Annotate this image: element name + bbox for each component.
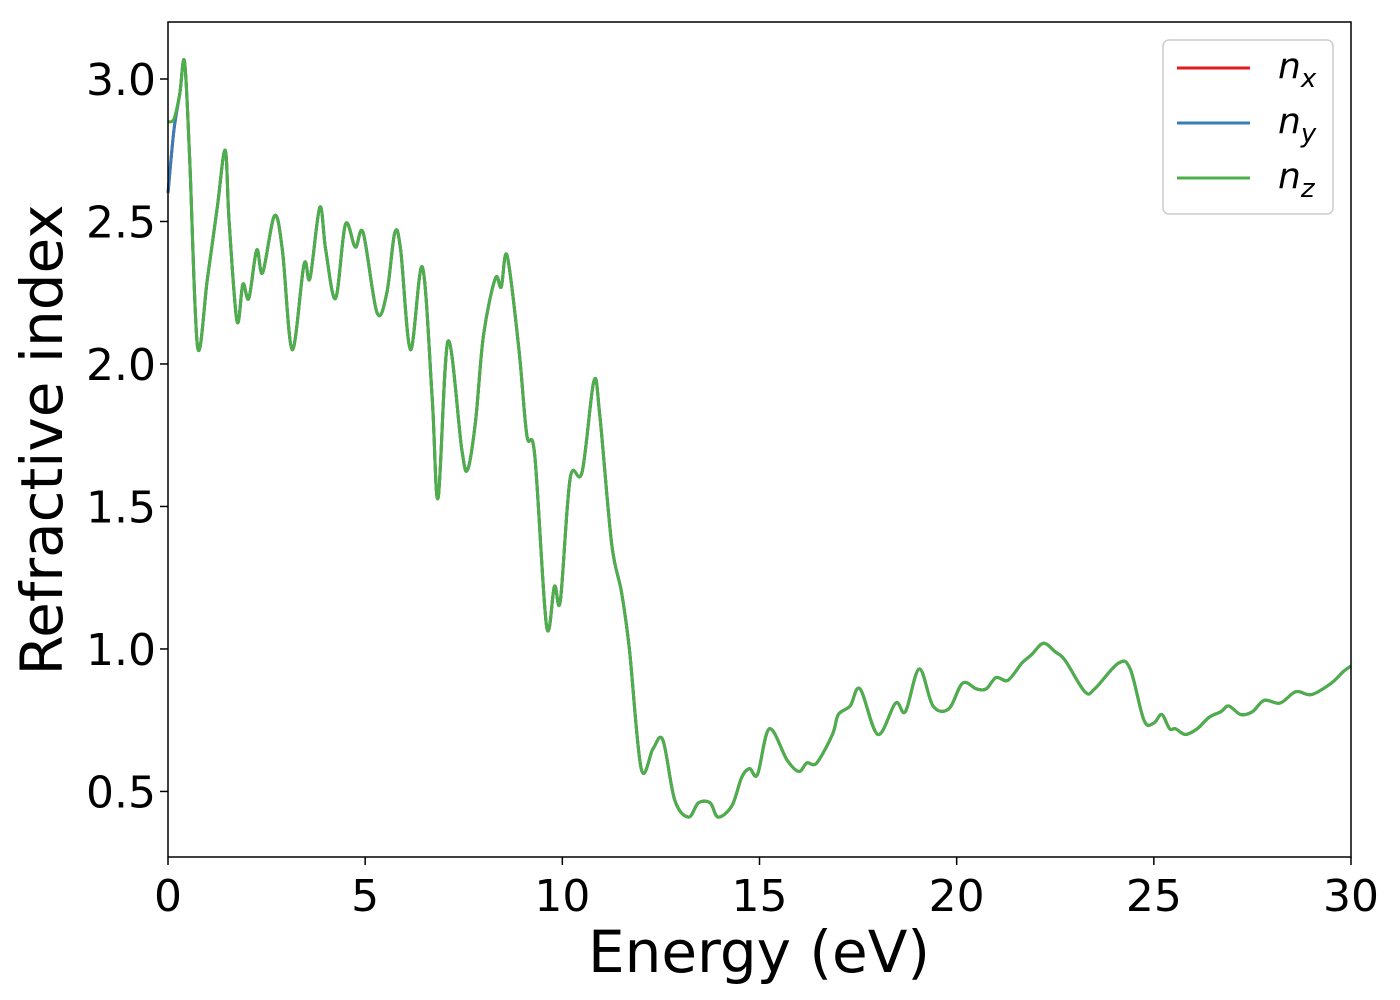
y-tick-label: 0.5 [86, 767, 156, 818]
series-line-nz [167, 58, 1352, 819]
y-tick-label: 3.0 [86, 55, 156, 106]
y-tick-label: 1.5 [86, 482, 156, 533]
series-layer [166, 58, 1352, 819]
legend-label-nx: nx [1278, 46, 1317, 94]
y-axis-label: Refractive index [8, 204, 76, 675]
x-tick-label: 25 [1126, 871, 1182, 922]
x-tick-label: 0 [154, 871, 182, 922]
legend: nx ny nz [1162, 39, 1334, 215]
x-tick-label: 20 [929, 871, 985, 922]
x-axis-label: Energy (eV) [588, 918, 930, 986]
y-tick-label: 2.5 [86, 197, 156, 248]
y-tick-label: 1.0 [86, 625, 156, 676]
x-tick-label: 5 [351, 871, 379, 922]
x-tick-label: 30 [1323, 871, 1379, 922]
legend-label-ny: ny [1278, 101, 1317, 149]
y-axis-ticks: 0.5 1.0 1.5 2.0 2.5 3.0 [86, 55, 168, 818]
x-tick-label: 15 [732, 871, 788, 922]
legend-box [1162, 39, 1334, 215]
x-axis-ticks: 0 5 10 15 20 25 30 [154, 857, 1379, 922]
y-tick-label: 2.0 [86, 340, 156, 391]
legend-label-nz: nz [1278, 156, 1316, 204]
x-tick-label: 10 [534, 871, 590, 922]
